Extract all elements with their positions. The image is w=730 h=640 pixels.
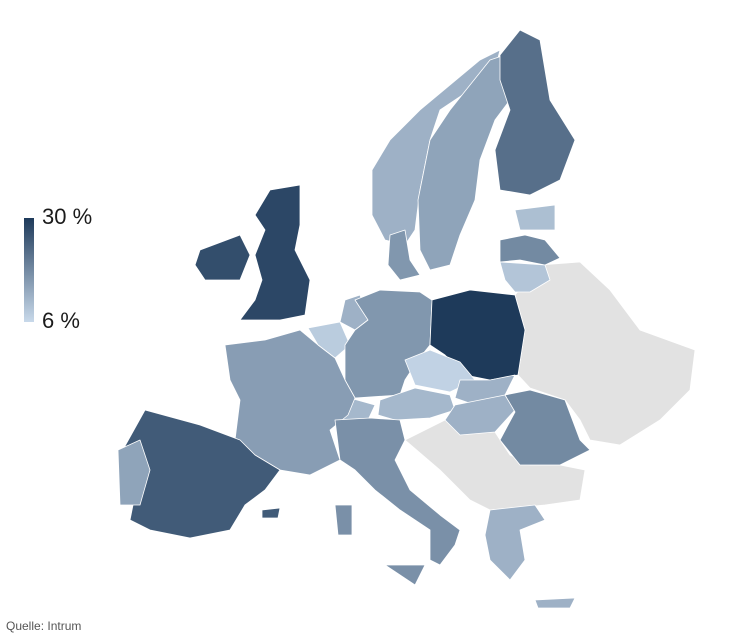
- region: [499, 389, 591, 466]
- region: [514, 204, 556, 231]
- source: Quelle: Intrum: [6, 619, 81, 633]
- legend-color-bar: [24, 218, 34, 322]
- region: [499, 261, 551, 293]
- region: [194, 234, 251, 281]
- legend-label: 30 %: [42, 204, 92, 229]
- region: [499, 234, 561, 266]
- region: [334, 417, 461, 586]
- region: [117, 439, 151, 506]
- regions: [117, 29, 591, 609]
- region: [484, 504, 576, 609]
- region: [224, 329, 356, 476]
- region: [417, 54, 511, 271]
- region: [444, 394, 516, 436]
- region: [239, 184, 311, 321]
- region: [494, 29, 576, 196]
- region: [377, 387, 456, 421]
- region: [307, 321, 351, 359]
- legend: 30 % 6 %: [24, 204, 92, 333]
- legend-label: 6 %: [42, 308, 80, 333]
- region: [387, 229, 421, 281]
